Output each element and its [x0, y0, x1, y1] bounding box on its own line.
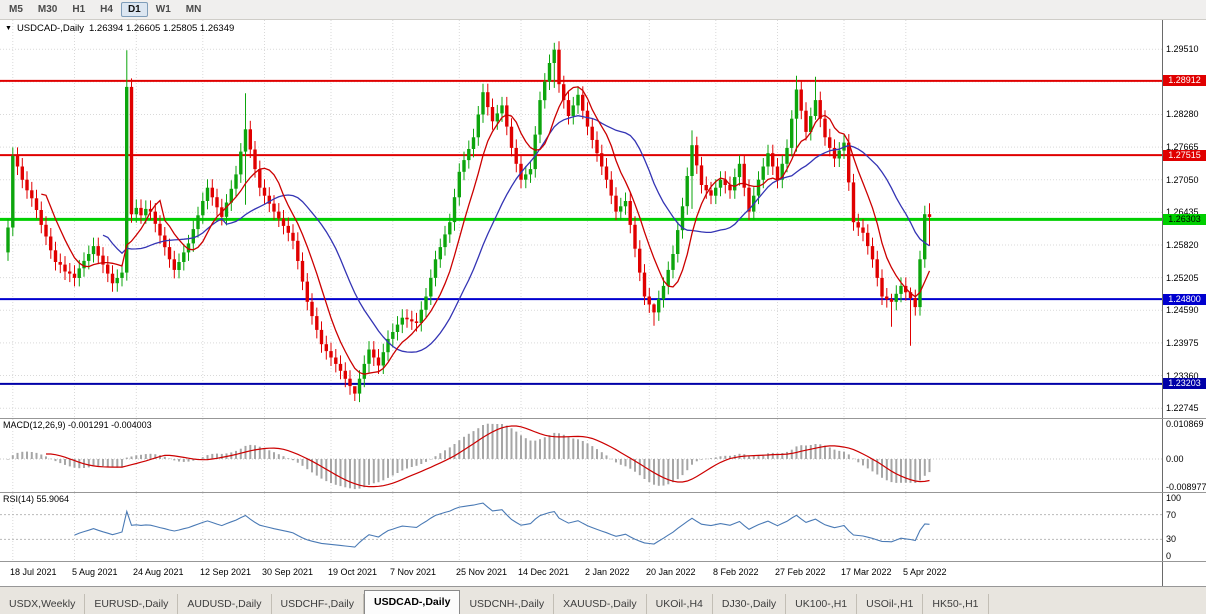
chart-tab-usdcad[interactable]: USDCAD-,Daily [364, 590, 461, 614]
date-tick-label: 20 Jan 2022 [646, 567, 696, 577]
chart-tab-usdchf[interactable]: USDCHF-,Daily [272, 594, 365, 614]
date-tick-label: 19 Oct 2021 [328, 567, 378, 577]
timeframe-button-d1[interactable]: D1 [120, 2, 148, 17]
rsi-tick-label: 30 [1166, 534, 1177, 544]
macd-tick-label: 0.010869 [1166, 419, 1204, 429]
date-tick-label: 12 Sep 2021 [200, 567, 252, 577]
price-tick-label: 1.25820 [1166, 240, 1199, 250]
rsi-tick-label: 0 [1166, 551, 1172, 561]
price-tick-label: 1.23975 [1166, 338, 1199, 348]
timeframe-button-m5[interactable]: M5 [9, 4, 23, 15]
date-tick-label: 14 Dec 2021 [518, 567, 570, 577]
price-tick-label: 1.28280 [1166, 109, 1199, 119]
macd-canvas[interactable] [0, 419, 1162, 492]
chart-title: ▼ USDCAD-,Daily 1.26394 1.26605 1.25805 … [5, 23, 234, 34]
chart-tab-dj30[interactable]: DJ30-,Daily [713, 594, 787, 614]
date-tick-label: 27 Feb 2022 [775, 567, 826, 577]
timeframe-button-m30[interactable]: M30 [37, 4, 58, 15]
chart-tab-eurusd[interactable]: EURUSD-,Daily [85, 594, 179, 614]
price-tick-label: 1.27050 [1166, 175, 1199, 185]
rsi-panel[interactable]: RSI(14) 55.9064 [0, 493, 1162, 561]
chart-tab-usdx[interactable]: USDX,Weekly [0, 594, 86, 614]
chart-tab-audusd[interactable]: AUDUSD-,Daily [178, 594, 272, 614]
main-chart-panel[interactable]: ▼ USDCAD-,Daily 1.26394 1.26605 1.25805 … [0, 20, 1162, 418]
chart-symbol-label: USDCAD-,Daily [16, 23, 84, 34]
price-level-badge: 1.24800 [1163, 294, 1206, 305]
date-tick-label: 8 Feb 2022 [713, 567, 759, 577]
macd-name: MACD(12,26,9) [3, 420, 66, 430]
date-tick-label: 5 Apr 2022 [903, 567, 947, 577]
price-level-badge: 1.26303 [1163, 214, 1206, 225]
symbol-dropdown-icon[interactable]: ▼ [5, 25, 12, 32]
price-tick-label: 1.27665 [1166, 142, 1199, 152]
date-tick-label: 5 Aug 2021 [72, 567, 118, 577]
chart-tabs-bar: USDX,Weekly EURUSD-,Daily AUDUSD-,Daily USD… [0, 586, 1206, 614]
macd-tick-label: 0.00 [1166, 454, 1184, 464]
rsi-value: 55.9064 [36, 494, 70, 504]
macd-panel[interactable]: MACD(12,26,9) -0.001291 -0.004003 [0, 419, 1162, 492]
macd-axis[interactable]: 0.010869 0.00 -0.008977 [1162, 419, 1206, 492]
rsi-axis[interactable]: 100 70 30 0 [1162, 493, 1206, 561]
chart-tab-uk100[interactable]: UK100-,H1 [786, 594, 858, 614]
timeframe-toolbar: M5 M30 H1 H4 D1 W1 MN [0, 0, 1206, 20]
timeframe-button-h4[interactable]: H4 [100, 4, 113, 15]
timeframe-button-w1[interactable]: W1 [155, 4, 171, 15]
time-axis[interactable]: 18 Jul 2021 5 Aug 2021 24 Aug 2021 12 Sep 2… [0, 562, 1162, 586]
date-tick-label: 7 Nov 2021 [390, 567, 437, 577]
date-tick-label: 30 Sep 2021 [262, 567, 314, 577]
price-tick-label: 1.29510 [1166, 44, 1199, 54]
date-tick-label: 24 Aug 2021 [133, 567, 184, 577]
price-tick-label: 1.23360 [1166, 371, 1199, 381]
macd-values: -0.001291 -0.004003 [68, 420, 152, 430]
chart-ohlc-label: 1.26394 1.26605 1.25805 1.26349 [88, 23, 235, 34]
price-level-badge: 1.27515 [1163, 150, 1206, 161]
macd-label: MACD(12,26,9) -0.001291 -0.004003 [3, 420, 152, 430]
price-tick-label: 1.24590 [1166, 305, 1199, 315]
date-tick-label: 17 Mar 2022 [841, 567, 892, 577]
panel-separator[interactable] [0, 418, 1206, 419]
price-tick-label: 1.22745 [1166, 403, 1199, 413]
panel-separator[interactable] [0, 561, 1206, 562]
rsi-tick-label: 70 [1166, 510, 1177, 520]
rsi-label: RSI(14) 55.9064 [3, 494, 69, 504]
chart-tab-usdcnh[interactable]: USDCNH-,Daily [460, 594, 555, 614]
price-tick-label: 1.25205 [1166, 273, 1199, 283]
price-axis[interactable]: 1.29510 1.28280 1.27665 1.27050 1.26435 1.258… [1162, 20, 1206, 418]
rsi-name: RSI(14) [3, 494, 35, 504]
chart-tab-ukoil[interactable]: UKOil-,H4 [647, 594, 713, 614]
macd-tick-label: -0.008977 [1166, 482, 1206, 492]
rsi-canvas[interactable] [0, 493, 1162, 561]
date-tick-label: 25 Nov 2021 [456, 567, 508, 577]
price-level-badge: 1.28912 [1163, 75, 1206, 86]
rsi-tick-label: 100 [1166, 493, 1182, 503]
price-level-badge: 1.23203 [1163, 378, 1206, 389]
panel-separator[interactable] [0, 492, 1206, 493]
price-tick-label: 1.26435 [1166, 207, 1199, 217]
timeframe-button-h1[interactable]: H1 [72, 4, 86, 15]
timeframe-button-mn[interactable]: MN [185, 4, 202, 15]
axis-corner [1162, 562, 1206, 586]
chart-tab-hk50[interactable]: HK50-,H1 [923, 594, 989, 614]
main-chart-canvas[interactable] [0, 20, 1162, 418]
date-tick-label: 2 Jan 2022 [585, 567, 630, 577]
date-tick-label: 18 Jul 2021 [10, 567, 57, 577]
chart-tab-xauusd[interactable]: XAUUSD-,Daily [554, 594, 647, 614]
chart-tab-usoil[interactable]: USOil-,H1 [857, 594, 924, 614]
